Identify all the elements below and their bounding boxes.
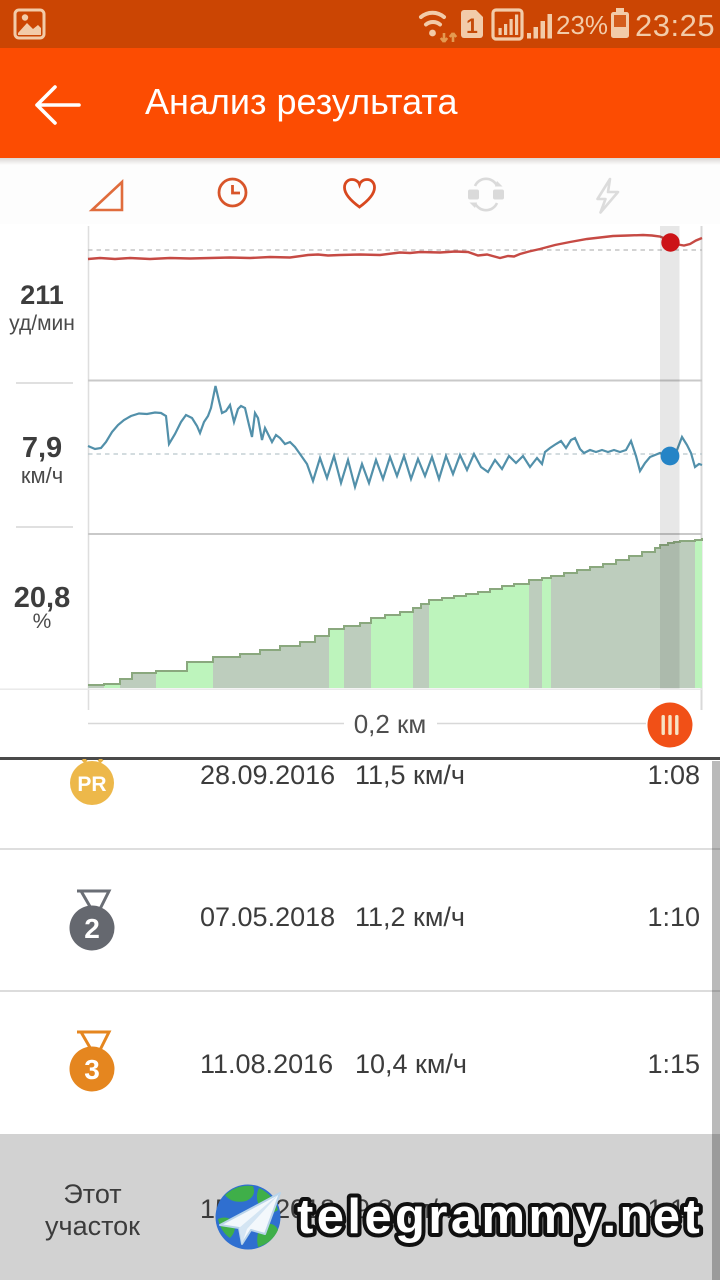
svg-text:3: 3 <box>84 1054 100 1085</box>
svg-text:2: 2 <box>84 913 100 944</box>
svg-text:23%: 23% <box>556 10 608 40</box>
svg-text:PR: PR <box>77 773 106 796</box>
svg-text:telegrammy.net: telegrammy.net <box>297 1190 703 1244</box>
svg-text:1: 1 <box>466 15 478 38</box>
svg-text:23:25: 23:25 <box>635 8 715 43</box>
